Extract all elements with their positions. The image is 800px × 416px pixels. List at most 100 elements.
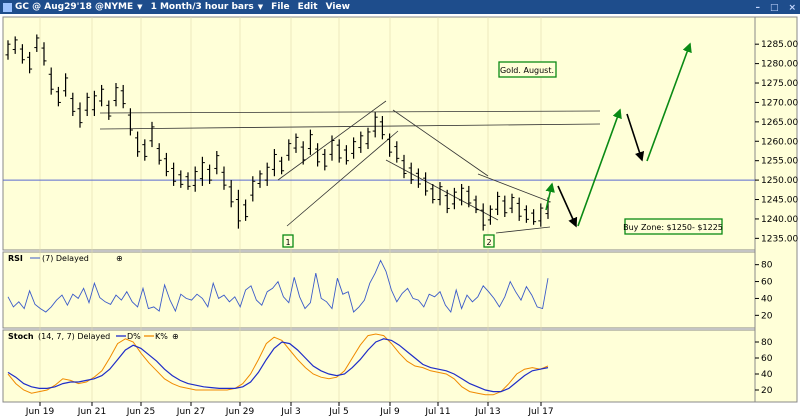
price-bar [358,131,364,153]
stoch-y-tick-label: 60 [761,354,773,364]
price-bar [214,150,220,175]
rsi-label[interactable]: RSI [8,254,23,263]
rsi-y-tick-label: 60 [761,278,773,288]
title-bar: GC @ Aug29'18 @NYME ▼ 1 Month/3 hour bar… [0,0,800,14]
maximize-icon[interactable]: □ [769,3,779,13]
stoch-panel[interactable] [2,329,756,403]
price-bar [286,139,292,161]
price-bar [487,205,493,225]
chart-canvas[interactable]: 1285.00 1280.00 1275.00 1270.00 1265.00 1260.… [0,14,800,416]
price-y-tick-label: 1250.00 [761,176,798,186]
price-bar [509,193,515,214]
price-bar [70,92,76,117]
price-bar [120,84,126,109]
resistance-line-lower [99,123,601,130]
x-axis: Jun 19 Jun 21 Jun 25 Jun 27 Jun 29 Jul 3 Jul 5… [25,402,554,416]
price-bar [538,203,544,227]
interval-selector[interactable]: 1 Month/3 hour bars [150,2,254,12]
y-axis-area [754,16,798,403]
price-panel[interactable] [2,16,756,251]
price-bar [127,108,133,136]
stoch-y-tick-label: 80 [761,338,773,348]
chevron-down-icon[interactable]: ▼ [257,3,264,11]
chevron-down-icon[interactable]: ▼ [137,3,143,11]
forecast-arrows[interactable] [545,42,692,228]
x-tick-label: Jun 19 [25,407,55,416]
price-bar [142,139,148,161]
menu-view[interactable]: View [325,2,350,12]
price-bar [451,187,457,210]
annotation-gold-august[interactable]: Gold. August. [498,61,557,78]
annotation-buy-zone[interactable]: Buy Zone: $1250- $1225 [623,218,723,235]
price-bar [502,195,508,217]
x-tick-label: Jul 13 [474,407,500,416]
price-y-tick-label: 1255.00 [761,157,798,167]
price-bar [365,127,371,150]
window-controls: – □ × [755,1,796,15]
rsi-line [7,259,549,313]
x-tick-label: Jul 5 [328,407,348,416]
stoch-label[interactable]: Stoch [8,332,34,341]
price-y-tick-label: 1270.00 [761,98,798,108]
rsi-params: (7) Delayed [42,254,89,263]
price-y-tick-label: 1240.00 [761,215,798,225]
price-bar [459,183,465,206]
x-tick-label: Jun 21 [77,407,106,416]
wedge-lower [495,226,551,234]
price-bar [84,92,90,117]
stoch-k-line [7,333,549,396]
price-bar [250,176,256,202]
price-bar [322,149,328,171]
stoch-d-legend: D% [127,332,141,341]
rsi-settings-icon[interactable]: ⊕ [116,254,123,263]
stoch-settings-icon[interactable]: ⊕ [172,332,179,341]
rsi-y-axis: 80 60 40 20 [755,261,773,321]
x-tick-label: Jun 27 [176,407,205,416]
price-bar [185,172,191,190]
annotation-gold-august-text: Gold. August. [500,66,554,75]
price-bar [12,36,18,54]
x-tick-label: Jul 9 [379,407,400,416]
menu-file[interactable]: File [271,2,290,12]
price-bar [163,152,169,177]
rising-channel-lower [286,130,399,227]
price-bar [113,83,119,107]
price-bar [430,183,436,204]
price-bar [293,133,299,153]
price-bar [401,154,407,179]
price-bar [149,121,155,148]
price-bar [271,149,277,177]
price-y-tick-label: 1285.00 [761,40,798,50]
rsi-y-tick-label: 40 [761,294,773,304]
annotation-point-2[interactable]: 2 [483,234,495,248]
chart-title[interactable]: GC @ Aug29'18 @NYME [15,2,134,12]
resistance-line-upper [99,110,601,114]
price-bar [408,162,414,184]
price-y-tick-label: 1280.00 [761,60,798,70]
x-tick-label: Jul 3 [280,407,300,416]
x-tick-label: Jun 25 [126,407,155,416]
close-icon[interactable]: × [788,3,796,13]
price-bar [336,139,342,163]
x-tick-label: Jul 11 [424,407,450,416]
minimize-icon[interactable]: – [755,3,760,13]
price-bars [5,34,551,231]
price-bar [372,112,378,138]
price-bar [77,102,83,128]
price-bar [444,189,450,214]
x-tick-label: Jun 29 [225,407,255,416]
price-y-tick-label: 1260.00 [761,137,798,147]
stoch-y-tick-label: 20 [761,386,773,396]
green-arrow-up-long [577,108,622,227]
price-y-axis: 1285.00 1280.00 1275.00 1270.00 1265.00 1260.… [755,40,798,244]
x-tick-label: Jul 17 [527,407,553,416]
menu-edit[interactable]: Edit [297,2,318,12]
annotation-point-1-text: 1 [285,238,290,247]
price-bar [106,100,112,120]
stoch-params: (14, 7, 7) Delayed [38,332,110,341]
stoch-y-tick-label: 40 [761,370,773,380]
trendlines[interactable] [99,100,601,234]
vertical-gridlines [39,17,542,402]
annotation-point-1[interactable]: 1 [282,234,294,248]
